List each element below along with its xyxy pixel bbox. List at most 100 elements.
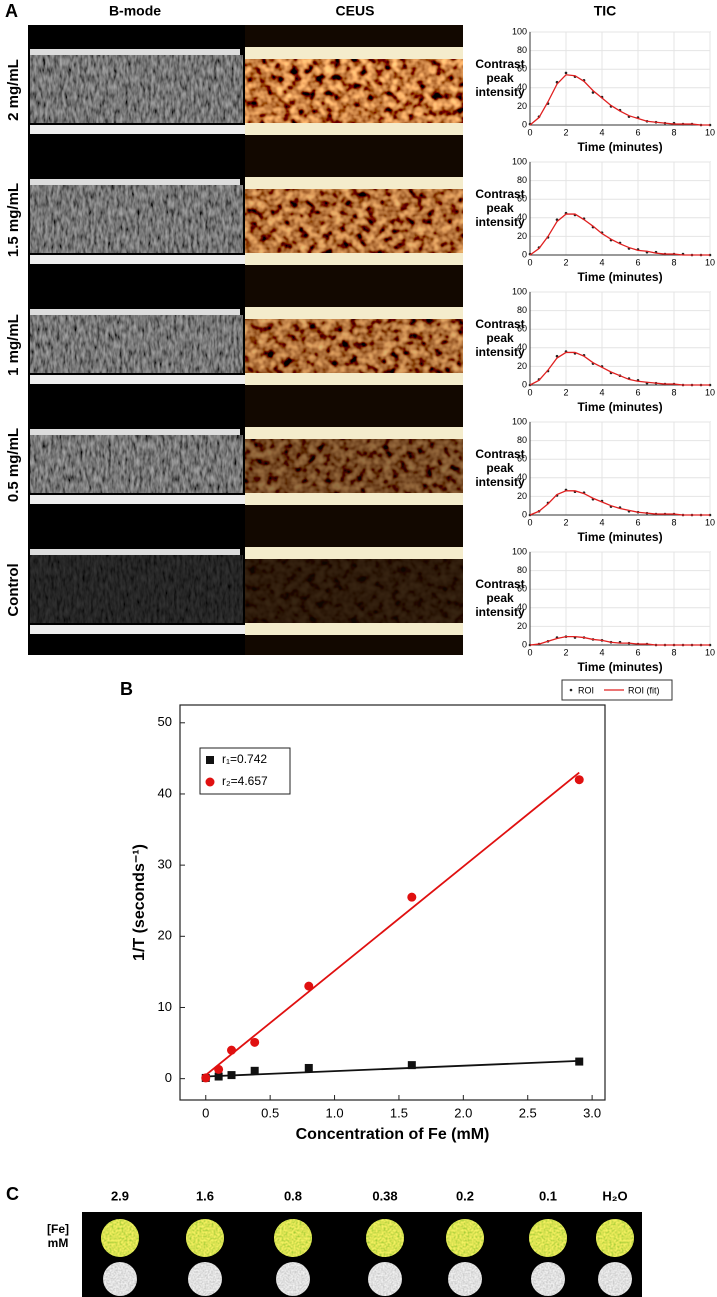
x-tick-label: 8 [671,647,676,657]
y-tick-label: 0 [522,249,527,259]
series [529,635,710,646]
x-tick-label: 0 [527,257,532,267]
y-tick-label: 20 [158,928,172,943]
ceus-texture [245,557,463,623]
t1-map-texture [446,1219,484,1257]
column-header: B-mode [109,3,161,19]
x-tick-label: 4 [599,517,604,527]
bmode-wall [30,549,240,555]
legend-box [199,747,291,795]
y-tick-label: 80 [517,175,527,185]
y-tick-label: 40 [517,342,527,352]
x-tick-label: 1.5 [390,1105,408,1120]
bmode-texture [30,435,243,493]
bmode-wall [30,49,240,55]
data-point [407,892,417,902]
y-tick-label: 40 [517,602,527,612]
concentration-label: 2.9 [111,1188,129,1203]
data-point [250,1037,260,1047]
fit-line [529,635,710,646]
t1-map-texture [529,1219,567,1257]
y-tick-label: 60 [517,64,527,74]
row-label: 1 mg/mL [5,314,22,376]
legend-marker [205,777,215,787]
column-header: TIC [594,3,617,19]
roi-point [555,354,559,358]
data-point [214,1072,223,1081]
x-tick-label: 4 [599,647,604,657]
fit-line [205,1059,580,1078]
y-tick-label: 80 [517,435,527,445]
y-tick-label: 0 [522,509,527,519]
y-axis-label: Contrast peak intensity [475,576,525,619]
x-tick-label: 8 [671,127,676,137]
x-axis-label: Time (minutes) [577,400,662,414]
y-tick-label: 0 [522,379,527,389]
panel-label: C [6,1184,19,1204]
y-tick-label: 60 [517,194,527,204]
y-axis-label: 1/T (seconds⁻¹) [131,844,148,961]
y-axis-label: Contrast peak intensity [475,446,525,489]
data-point [250,1066,259,1075]
y-tick-label: 60 [517,454,527,464]
x-tick-label: 8 [671,387,676,397]
ceus-wall [245,123,463,135]
x-tick-label: 0 [527,127,532,137]
fit-line [205,771,580,1076]
row-label: [Fe] mM [47,1222,69,1250]
bmode-wall [30,255,245,264]
y-tick-label: 100 [512,416,527,426]
fit-line [529,490,710,516]
y-tick-label: 100 [512,286,527,296]
series [529,490,710,516]
x-tick-label: 6 [635,257,640,267]
t2-map-texture [186,1262,224,1296]
legend-label: ROI (fit) [628,685,660,695]
concentration-label: 1.6 [196,1188,214,1203]
x-tick-label: 2 [563,647,568,657]
y-tick-label: 100 [512,26,527,36]
x-tick-label: 10 [705,517,715,527]
y-tick-label: 100 [512,156,527,166]
data-point [214,1064,224,1074]
x-tick-label: 2 [563,387,568,397]
concentration-label: 0.8 [284,1188,302,1203]
ceus-texture [245,317,463,373]
ceus-wall [245,373,463,385]
data-point [201,1073,211,1083]
y-tick-label: 40 [158,785,172,800]
data-point [304,981,314,991]
y-axis-label: Contrast peak intensity [475,56,525,99]
y-tick-label: 40 [517,82,527,92]
column-header: CEUS [336,3,375,19]
series [529,351,710,386]
t1-map-texture [274,1219,312,1257]
x-tick-label: 6 [635,517,640,527]
x-tick-label: 6 [635,127,640,137]
x-tick-label: 6 [635,387,640,397]
x-axis-label: Time (minutes) [577,270,662,284]
row-label: 2 mg/mL [5,59,22,121]
x-tick-label: 2 [563,517,568,527]
data-point [304,1063,313,1072]
y-tick-label: 40 [517,212,527,222]
y-tick-label: 20 [517,101,527,111]
x-tick-label: 1.0 [326,1105,344,1120]
fit-line [529,351,710,386]
ceus-wall [245,47,463,59]
concentration-label: 0.1 [539,1188,557,1203]
x-tick-label: 8 [671,257,676,267]
ceus-wall [245,493,463,505]
data-point [227,1045,237,1055]
bmode-texture [30,555,243,623]
x-tick-label: 0 [527,517,532,527]
bmode-wall [30,309,240,315]
bmode-texture [30,185,243,253]
bmode-texture [30,315,243,373]
x-axis-label: Time (minutes) [577,660,662,674]
ceus-wall [245,307,463,319]
x-axis-label: Time (minutes) [577,530,662,544]
plot-frame [529,551,711,646]
